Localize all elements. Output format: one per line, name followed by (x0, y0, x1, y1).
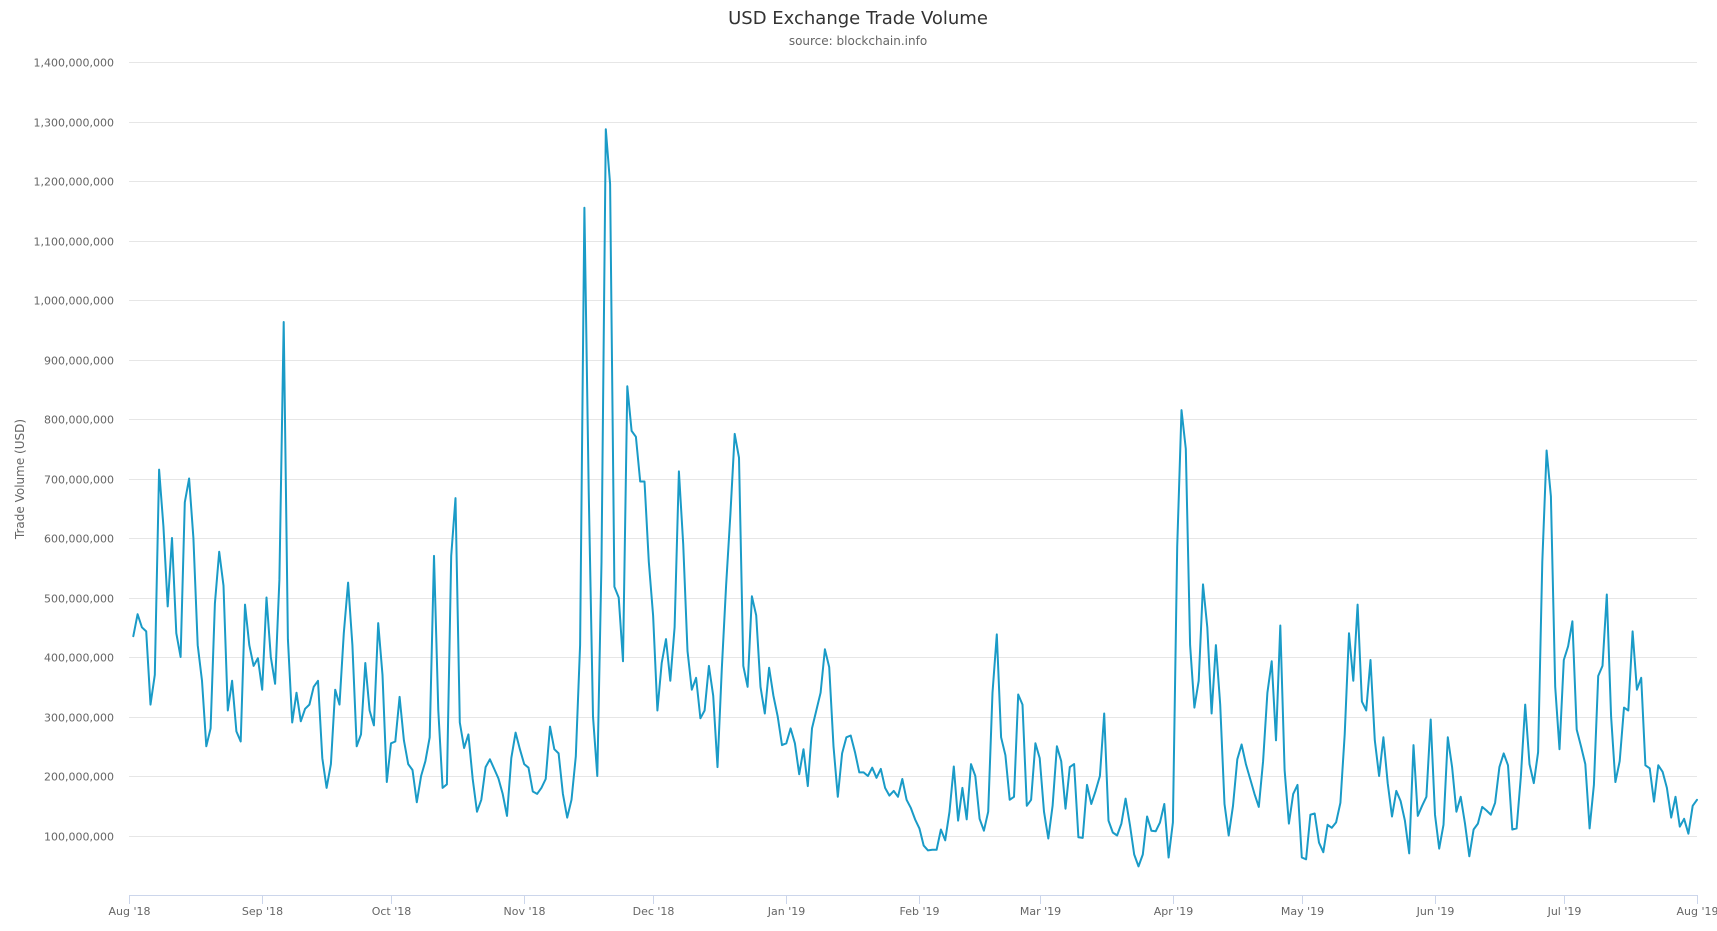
y-tick-label: 800,000,000 (44, 414, 114, 427)
y-tick-label: 400,000,000 (44, 652, 114, 665)
x-tick-label: Feb '19 (900, 905, 940, 918)
y-tick-label: 1,000,000,000 (34, 295, 114, 308)
x-tick-label: Mar '19 (1020, 905, 1061, 918)
y-tick-labels: 100,000,000 200,000,000 300,000,000 400,000… (34, 57, 114, 844)
chart-subtitle: source: blockchain.info (789, 34, 927, 48)
y-tick-label: 900,000,000 (44, 355, 114, 368)
y-tick-label: 600,000,000 (44, 533, 114, 546)
x-tick-label: May '19 (1281, 905, 1324, 918)
x-tick-label: Jul '19 (1547, 905, 1582, 918)
chart-title: USD Exchange Trade Volume (728, 8, 988, 29)
y-tick-label: 700,000,000 (44, 474, 114, 487)
y-tick-label: 100,000,000 (44, 831, 114, 844)
x-tick-label: Jun '19 (1416, 905, 1455, 918)
y-tick-label: 500,000,000 (44, 593, 114, 606)
x-tick-label: Jan '19 (767, 905, 805, 918)
y-gridlines (129, 62, 1697, 837)
x-tick-label: Aug '19 (1677, 905, 1717, 918)
series-line (132, 128, 1698, 868)
series-layer (132, 128, 1698, 868)
x-tick-label: Dec '18 (633, 905, 675, 918)
y-tick-label: 1,200,000,000 (34, 176, 114, 189)
y-tick-label: 200,000,000 (44, 771, 114, 784)
y-tick-label: 1,400,000,000 (34, 57, 114, 70)
y-tick-label: 1,300,000,000 (34, 117, 114, 130)
x-ticks (129, 895, 1698, 904)
x-tick-label: Oct '18 (372, 905, 412, 918)
y-tick-label: 300,000,000 (44, 712, 114, 725)
y-axis-title: Trade Volume (USD) (13, 419, 27, 540)
x-tick-label: Aug '18 (109, 905, 151, 918)
x-tick-labels: Aug '18 Sep '18 Oct '18 Nov '18 Dec '18 Jan '… (109, 905, 1717, 918)
x-tick-label: Sep '18 (242, 905, 283, 918)
x-tick-label: Nov '18 (504, 905, 546, 918)
y-tick-label: 1,100,000,000 (34, 236, 114, 249)
x-tick-label: Apr '19 (1154, 905, 1194, 918)
